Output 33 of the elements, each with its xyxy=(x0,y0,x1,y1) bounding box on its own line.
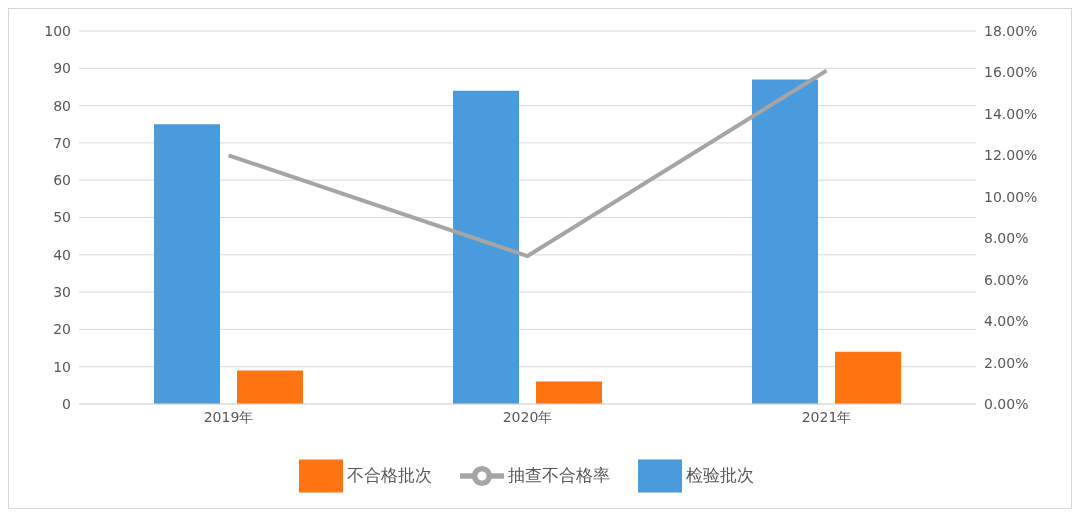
y2-tick-label: 18.00% xyxy=(984,22,1038,39)
y2-tick-label: 4.00% xyxy=(984,313,1029,330)
y2-tick-label: 2.00% xyxy=(984,354,1029,371)
y-tick-label: 50 xyxy=(53,209,71,226)
y-tick-label: 60 xyxy=(53,172,71,189)
bar xyxy=(752,79,818,404)
bar xyxy=(154,124,220,404)
y-tick-label: 80 xyxy=(53,97,71,114)
y2-tick-label: 16.00% xyxy=(984,64,1038,81)
x-tick-label: 2019年 xyxy=(203,408,254,425)
y-tick-label: 30 xyxy=(53,284,71,301)
y-tick-label: 0 xyxy=(62,395,71,412)
y2-tick-label: 8.00% xyxy=(984,230,1029,247)
legend-label: 不合格批次 xyxy=(346,465,432,485)
y2-tick-label: 12.00% xyxy=(984,147,1038,164)
y-tick-label: 20 xyxy=(53,321,71,338)
y-tick-label: 90 xyxy=(53,60,71,77)
y-tick-label: 70 xyxy=(53,134,71,151)
legend-label: 抽查不合格率 xyxy=(507,465,610,485)
bar xyxy=(536,381,602,404)
y2-tick-label: 6.00% xyxy=(984,271,1029,288)
y2-tick-label: 10.00% xyxy=(984,188,1038,205)
y-tick-label: 10 xyxy=(53,358,71,375)
legend-label: 检验批次 xyxy=(685,465,754,485)
y2-tick-label: 14.00% xyxy=(984,105,1038,122)
bar xyxy=(835,351,901,404)
x-tick-label: 2020年 xyxy=(502,408,553,425)
y2-tick-label: 0.00% xyxy=(984,395,1029,412)
y-tick-label: 40 xyxy=(53,246,71,263)
y-tick-label: 100 xyxy=(44,22,71,39)
bar xyxy=(237,370,303,404)
x-tick-label: 2021年 xyxy=(801,408,852,425)
bar xyxy=(453,90,519,404)
